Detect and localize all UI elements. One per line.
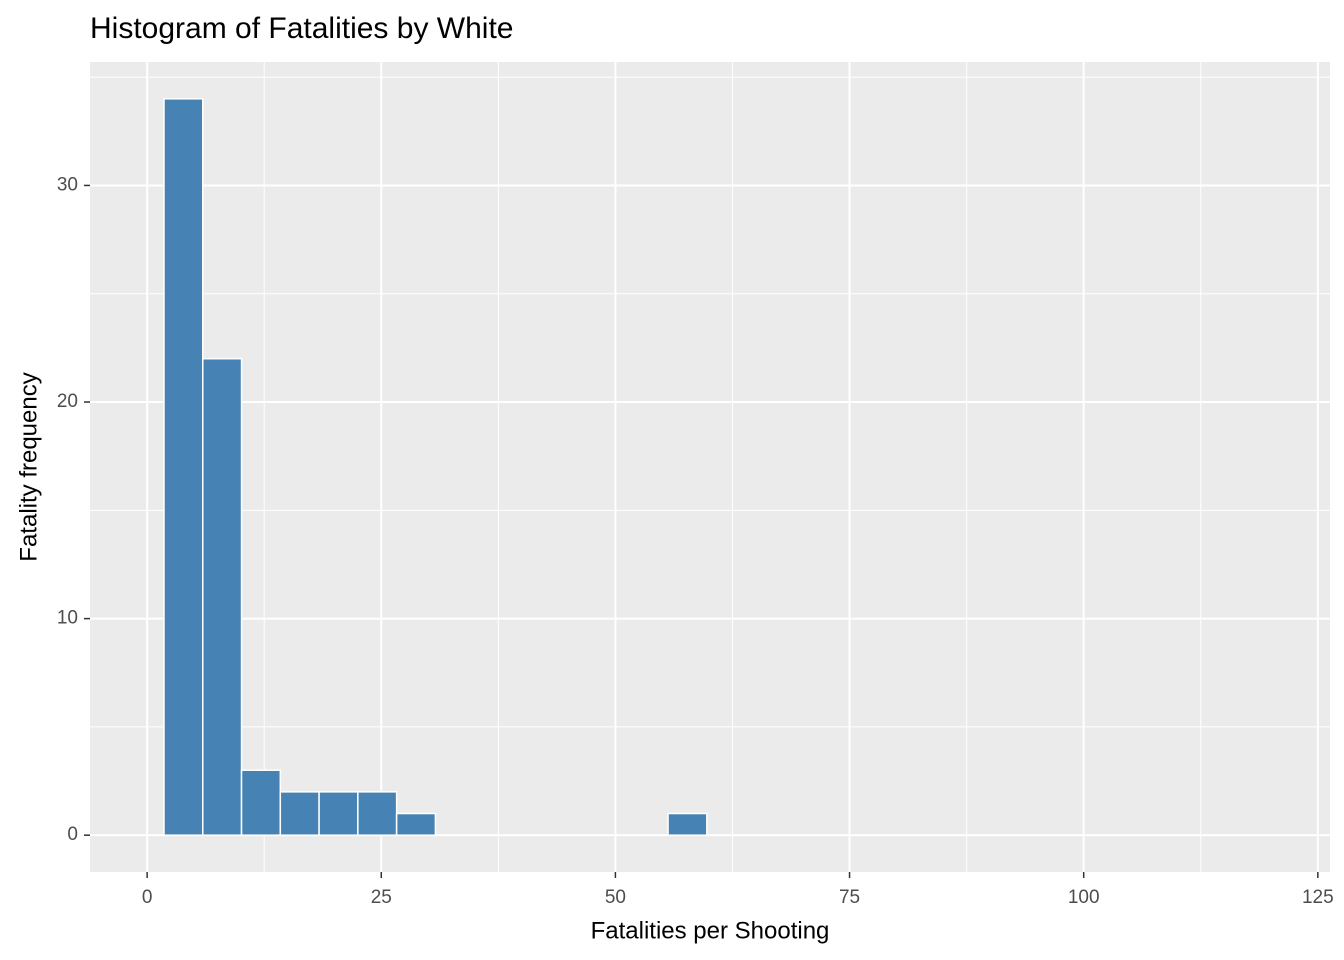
x-tick-label: 50 (605, 887, 626, 908)
bar (318, 791, 359, 836)
y-tick-label: 30 (57, 174, 78, 195)
y-tick-label: 20 (57, 391, 78, 412)
bar (279, 791, 320, 836)
bar (667, 812, 708, 836)
panel (90, 62, 1330, 872)
x-tick-label: 125 (1302, 887, 1334, 908)
y-tick-label: 10 (57, 608, 78, 629)
x-tick-label: 75 (839, 887, 860, 908)
chart-title: Histogram of Fatalities by White (90, 12, 513, 45)
y-tick-label: 0 (67, 824, 78, 845)
y-axis-title: Fatality frequency (15, 372, 42, 561)
bar (357, 791, 398, 836)
x-axis-title: Fatalities per Shooting (591, 917, 830, 944)
bar (395, 812, 437, 836)
bar (240, 769, 282, 836)
x-tick-label: 0 (142, 887, 153, 908)
bar (202, 357, 243, 836)
x-tick-label: 25 (371, 887, 392, 908)
bar (163, 98, 204, 836)
x-tick-label: 100 (1068, 887, 1100, 908)
